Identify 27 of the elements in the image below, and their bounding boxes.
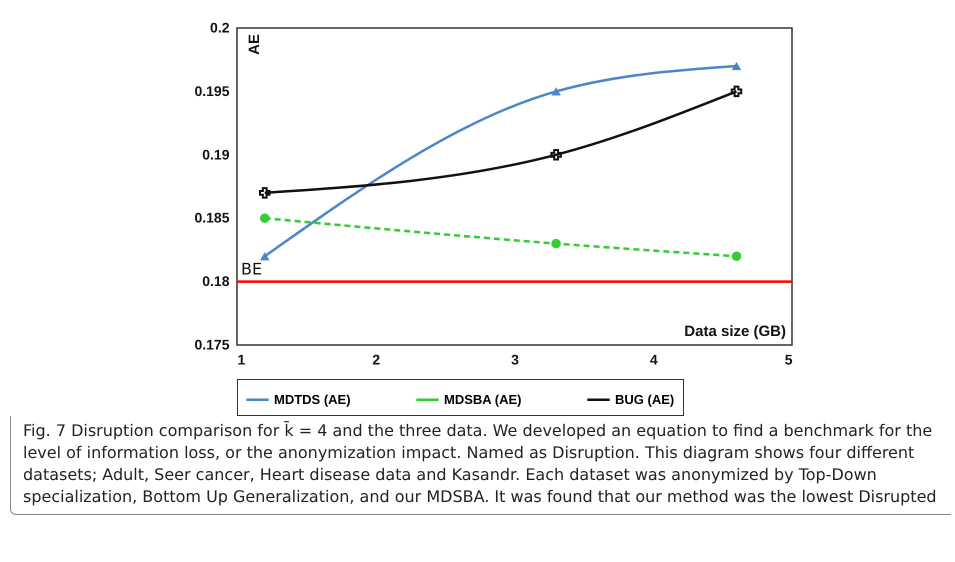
x-tick-label: 5: [784, 352, 793, 368]
x-axis-title: Data size (GB): [684, 323, 786, 340]
y-axis-title: AE: [246, 34, 263, 55]
point: [551, 238, 561, 248]
point: [259, 187, 270, 199]
x-tick-label: 3: [511, 352, 520, 368]
y-tick-label: 0.185: [194, 210, 230, 226]
point: [550, 149, 562, 161]
y-tick-label: 0.2: [210, 20, 230, 36]
point: [732, 252, 742, 261]
caption: Fig. 7 Disruption comparison for k̄ = 4 and the three data. We developed an equation to find a benchmark for the level of information loss, or the anonymization impact. Named as Disruption. This diagram shows four different datasets; Adult, Seer cancer, Heart disease data and Kasandr. Each dataset was anonymized by Top-Down specialization, Bottom Up Generalization, and our MDSBA. It was found that our method was the lowest Disrupted: [10, 416, 951, 515]
point: [260, 252, 270, 260]
point: [732, 62, 742, 70]
ref-line-label: BE: [241, 260, 262, 279]
x-tick-label: 2: [372, 352, 380, 368]
point: [551, 87, 561, 96]
legend-label: MDTDS (AE): [274, 392, 351, 407]
legend-label: MDSBA (AE): [444, 392, 522, 407]
x-tick-label: 4: [650, 352, 658, 368]
y-tick-label: 0.175: [194, 336, 230, 352]
y-tick-label: 0.195: [194, 82, 230, 99]
y-tick-label: 0.19: [202, 146, 230, 162]
point: [260, 213, 270, 223]
x-tick-label: 1: [238, 352, 246, 368]
point: [730, 86, 742, 98]
y-tick-label: 0.18: [202, 273, 230, 290]
legend-label: BUG (AE): [615, 392, 674, 407]
